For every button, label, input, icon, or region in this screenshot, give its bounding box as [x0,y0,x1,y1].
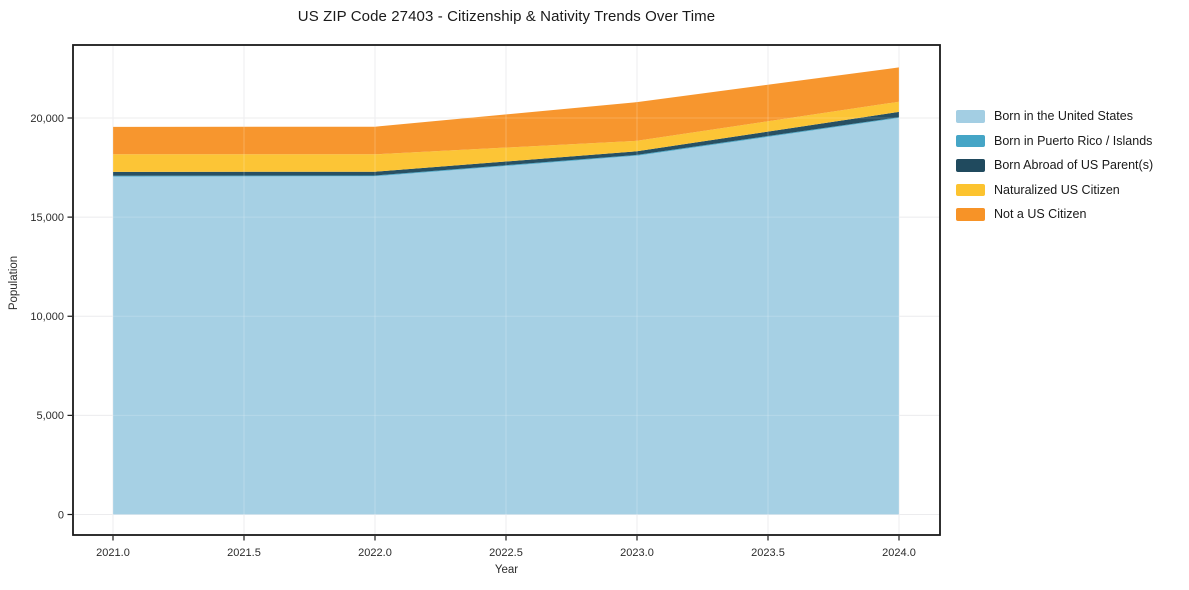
x-tick-label: 2023.5 [751,547,785,559]
legend-swatch [956,110,985,123]
y-axis-label: Population [8,255,20,311]
legend-item: Born in the United States [956,104,1153,129]
legend-swatch [956,134,985,147]
legend-item: Born in Puerto Rico / Islands [956,129,1153,154]
y-tick-label: 20,000 [30,113,64,125]
legend-swatch [956,159,985,172]
chart-title: US ZIP Code 27403 - Citizenship & Nativi… [297,8,716,25]
area-series-4-not-a-us-citizen [113,67,899,155]
legend-label: Born in Puerto Rico / Islands [994,133,1153,148]
y-tick-label: 5,000 [36,410,64,422]
y-tick-label: 15,000 [30,212,64,224]
area-series-0-born-in-the-united-states [113,118,899,515]
legend-item: Born Abroad of US Parent(s) [956,153,1153,178]
y-tick-label: 0 [58,509,64,521]
legend-item: Naturalized US Citizen [956,178,1153,203]
legend-item: Not a US Citizen [956,202,1153,227]
x-tick-label: 2021.5 [227,547,261,559]
x-tick-label: 2024.0 [882,547,916,559]
area-series-2-born-abroad-of-us-parent-s [113,111,899,176]
legend-label: Naturalized US Citizen [994,182,1120,197]
y-tick-label: 10,000 [30,311,64,323]
legend-label: Not a US Citizen [994,207,1087,222]
area-series-3-naturalized-us-citizen [113,101,899,172]
x-axis-label: Year [494,564,519,576]
axes-frame [72,44,941,536]
legend-label: Born in the United States [994,109,1133,124]
legend-swatch [956,208,985,221]
x-tick-label: 2022.0 [358,547,392,559]
legend-swatch [956,183,985,196]
legend-label: Born Abroad of US Parent(s) [994,158,1154,173]
x-tick-label: 2023.0 [620,547,654,559]
x-tick-label: 2022.5 [489,547,523,559]
legend: Born in the United States Born in Puerto… [956,104,1153,227]
x-tick-label: 2021.0 [96,547,130,559]
